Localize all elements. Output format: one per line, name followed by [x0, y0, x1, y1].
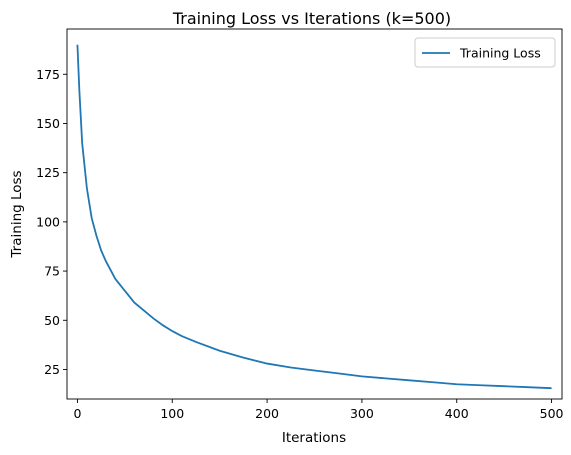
x-tick-label: 300	[350, 406, 374, 421]
legend-box	[414, 37, 556, 68]
x-tick-label: 500	[540, 406, 564, 421]
y-tick-label: 150	[36, 116, 60, 131]
y-tick-label: 25	[44, 362, 60, 377]
x-tick-label: 200	[255, 406, 279, 421]
plot-area	[76, 44, 552, 390]
x-tick-label: 0	[73, 406, 81, 421]
y-axis-label: Training Loss	[9, 170, 25, 258]
chart-title: Training Loss vs Iterations (k=500)	[172, 9, 451, 28]
x-axis-label: Iterations	[282, 430, 346, 446]
legend: Training Loss	[414, 37, 556, 68]
x-tick-label: 400	[445, 406, 469, 421]
y-tick-label: 175	[36, 67, 60, 82]
plot-frame	[66, 28, 563, 400]
x-axis-ticks: 0 100 200 300 400 500	[73, 399, 564, 421]
x-tick-label: 100	[160, 406, 184, 421]
y-axis-ticks: 25 50 75 100 125 150 175	[36, 67, 67, 377]
y-tick-label: 100	[36, 214, 60, 229]
y-tick-label: 50	[44, 313, 60, 328]
legend-label-training-loss: Training Loss	[459, 46, 541, 61]
series-line-training-loss	[76, 44, 552, 390]
y-tick-label: 125	[36, 165, 60, 180]
y-tick-label: 75	[44, 264, 60, 279]
